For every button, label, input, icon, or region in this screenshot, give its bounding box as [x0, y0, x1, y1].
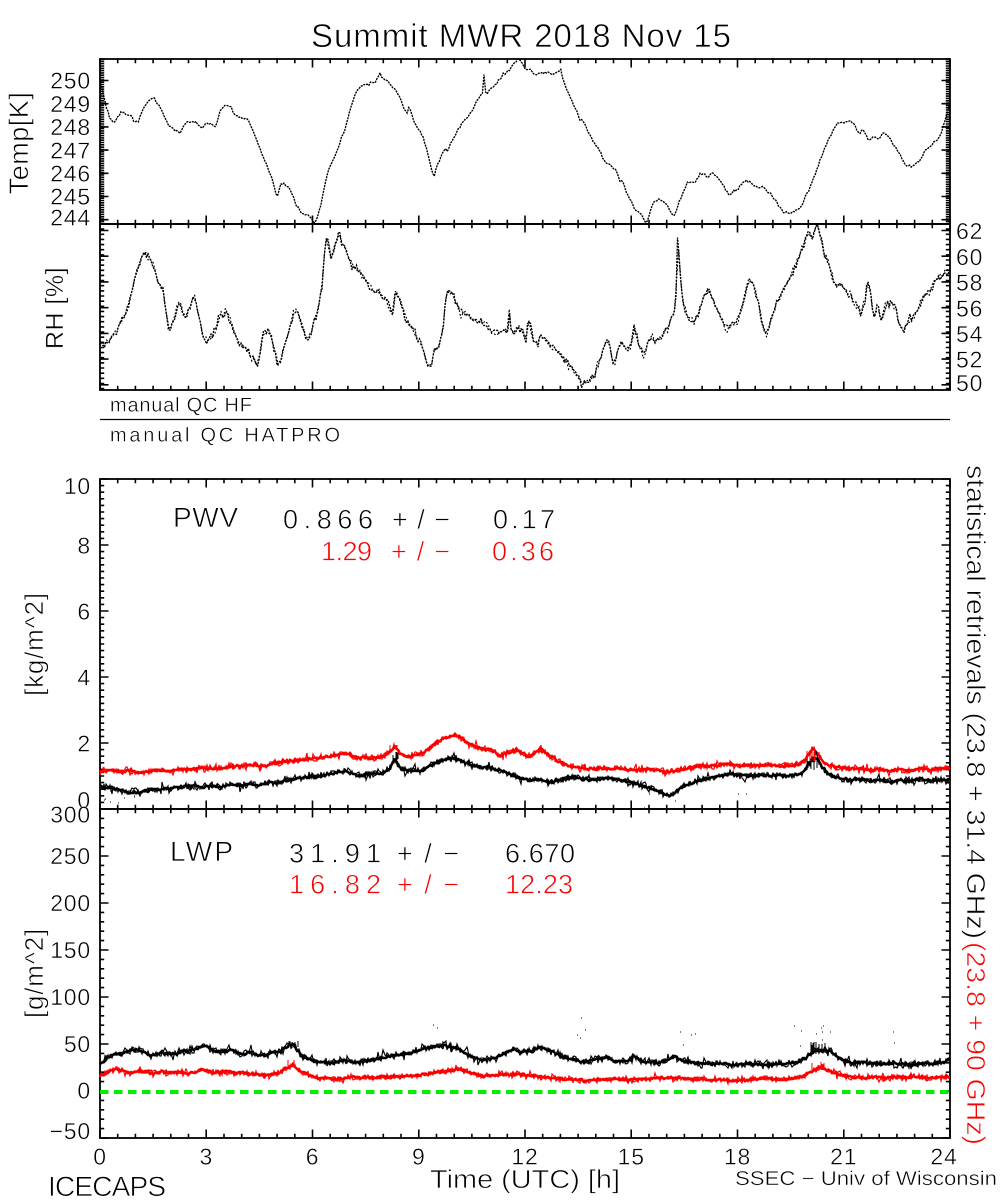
svg-text:24: 24 — [930, 1144, 957, 1170]
svg-text:LWP: LWP — [170, 836, 233, 867]
svg-text:0: 0 — [77, 1078, 91, 1104]
svg-text:(23.8 + 90 GHz): (23.8 + 90 GHz) — [961, 942, 991, 1145]
svg-text:0.17: 0.17 — [493, 505, 555, 535]
svg-text:3: 3 — [199, 1144, 213, 1170]
svg-text:Summit MWR 2018 Nov 15: Summit MWR 2018 Nov 15 — [311, 17, 731, 54]
svg-text:+/−: +/− — [391, 537, 450, 567]
svg-text:21: 21 — [830, 1144, 857, 1170]
svg-text:15: 15 — [618, 1144, 645, 1170]
svg-text:1.29: 1.29 — [321, 537, 372, 567]
svg-text:62: 62 — [956, 218, 983, 244]
svg-text:248: 248 — [50, 114, 91, 140]
svg-text:ICECAPS: ICECAPS — [48, 1171, 166, 1200]
svg-text:245: 245 — [50, 184, 91, 210]
svg-text:60: 60 — [956, 244, 983, 270]
svg-text:300: 300 — [50, 802, 91, 828]
svg-text:8: 8 — [77, 533, 91, 559]
svg-text:12: 12 — [511, 1144, 538, 1170]
svg-text:31.91: 31.91 — [289, 839, 381, 869]
svg-text:247: 247 — [50, 137, 91, 163]
svg-text:58: 58 — [956, 270, 983, 296]
svg-text:249: 249 — [50, 91, 91, 117]
svg-text:SSEC − Univ of Wisconsin: SSEC − Univ of Wisconsin — [735, 1168, 997, 1190]
svg-text:16.82: 16.82 — [289, 869, 381, 899]
svg-text:150: 150 — [50, 937, 91, 963]
svg-text:6: 6 — [306, 1144, 320, 1170]
svg-text:244: 244 — [50, 205, 91, 231]
svg-text:[kg/m^2]: [kg/m^2] — [19, 592, 49, 696]
svg-text:Temp[K]: Temp[K] — [4, 92, 34, 195]
svg-text:RH [%]: RH [%] — [41, 267, 69, 349]
svg-text:50: 50 — [956, 370, 983, 396]
svg-text:[g/m^2]: [g/m^2] — [19, 928, 49, 1018]
svg-text:manual QC HATPRO: manual QC HATPRO — [110, 425, 340, 447]
svg-text:18: 18 — [724, 1144, 751, 1170]
svg-text:+/−: +/− — [397, 869, 459, 899]
svg-text:12.23: 12.23 — [505, 869, 573, 899]
svg-text:100: 100 — [50, 984, 91, 1010]
svg-text:50: 50 — [64, 1031, 91, 1057]
svg-text:9: 9 — [412, 1144, 426, 1170]
svg-text:54: 54 — [956, 321, 983, 347]
svg-text:6: 6 — [77, 599, 91, 625]
svg-text:52: 52 — [956, 347, 983, 373]
svg-text:200: 200 — [50, 890, 91, 916]
svg-text:0: 0 — [77, 787, 91, 813]
svg-text:0.36: 0.36 — [492, 537, 554, 567]
svg-text:0.866: 0.866 — [283, 505, 373, 535]
svg-text:manual QC HF: manual QC HF — [110, 395, 252, 417]
svg-text:+/−: +/− — [392, 505, 450, 535]
svg-text:6.670: 6.670 — [505, 839, 575, 869]
svg-text:Time (UTC) [h]: Time (UTC) [h] — [430, 1164, 620, 1194]
svg-text:statistical retrievals (23.8 +: statistical retrievals (23.8 + 31.4 GHz) — [961, 465, 991, 939]
svg-text:250: 250 — [50, 68, 91, 94]
svg-text:56: 56 — [956, 295, 983, 321]
svg-text:10: 10 — [64, 473, 91, 499]
svg-text:4: 4 — [77, 665, 91, 691]
svg-text:2: 2 — [77, 731, 91, 757]
svg-text:246: 246 — [50, 161, 91, 187]
svg-text:0: 0 — [93, 1144, 107, 1170]
svg-text:+/−: +/− — [397, 839, 459, 869]
svg-text:PWV: PWV — [173, 502, 238, 533]
svg-text:−50: −50 — [50, 1118, 91, 1144]
svg-text:250: 250 — [50, 843, 91, 869]
